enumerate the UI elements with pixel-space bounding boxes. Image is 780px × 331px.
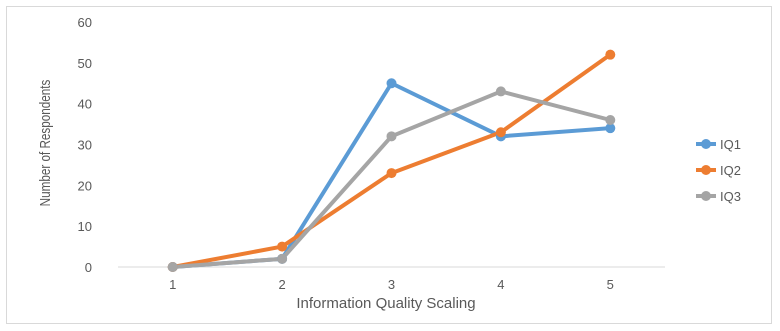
x-tick-label: 4: [497, 277, 504, 292]
x-axis-ticks: 1 2 3 4 5: [169, 277, 614, 292]
y-axis-ticks: 0 10 20 30 40 50 60: [78, 15, 92, 275]
y-tick-label: 10: [78, 219, 92, 234]
y-tick-label: 20: [78, 178, 92, 193]
x-tick-label: 3: [388, 277, 395, 292]
data-point-iq3: [167, 262, 178, 272]
chart-area: [6, 6, 772, 324]
data-point-iq3: [277, 253, 288, 264]
legend-swatch-marker: [701, 165, 711, 175]
legend-label: IQ1: [720, 137, 741, 152]
legend-item-iq3: IQ3: [696, 189, 741, 204]
x-tick-label: 5: [607, 277, 614, 292]
data-point-iq1: [386, 78, 397, 89]
series-markers: [167, 49, 616, 272]
data-point-iq3: [386, 131, 397, 142]
data-point-iq2: [495, 127, 506, 138]
y-tick-label: 50: [78, 56, 92, 71]
legend: IQ1 IQ2 IQ3: [696, 137, 741, 204]
legend-item-iq1: IQ1: [696, 137, 741, 152]
legend-label: IQ3: [720, 189, 741, 204]
x-axis-title: Information Quality Scaling: [296, 295, 475, 312]
y-tick-label: 0: [85, 260, 92, 275]
legend-swatch-marker: [701, 191, 711, 201]
data-point-iq3: [605, 115, 616, 125]
y-tick-label: 40: [78, 97, 92, 112]
data-point-iq2: [277, 241, 288, 252]
x-tick-label: 1: [169, 277, 176, 292]
legend-swatch-marker: [701, 139, 711, 149]
y-tick-label: 60: [78, 15, 92, 30]
legend-item-iq2: IQ2: [696, 163, 741, 178]
series-line-iq3: [170, 89, 613, 269]
legend-label: IQ2: [720, 163, 741, 178]
data-point-iq2: [605, 49, 616, 60]
data-point-iq1: [605, 123, 616, 134]
y-tick-label: 30: [78, 138, 92, 153]
y-axis-title: Number of Respondents: [37, 79, 54, 206]
data-point-iq2: [386, 168, 397, 179]
x-tick-label: 2: [278, 277, 285, 292]
data-point-iq3: [495, 86, 506, 97]
